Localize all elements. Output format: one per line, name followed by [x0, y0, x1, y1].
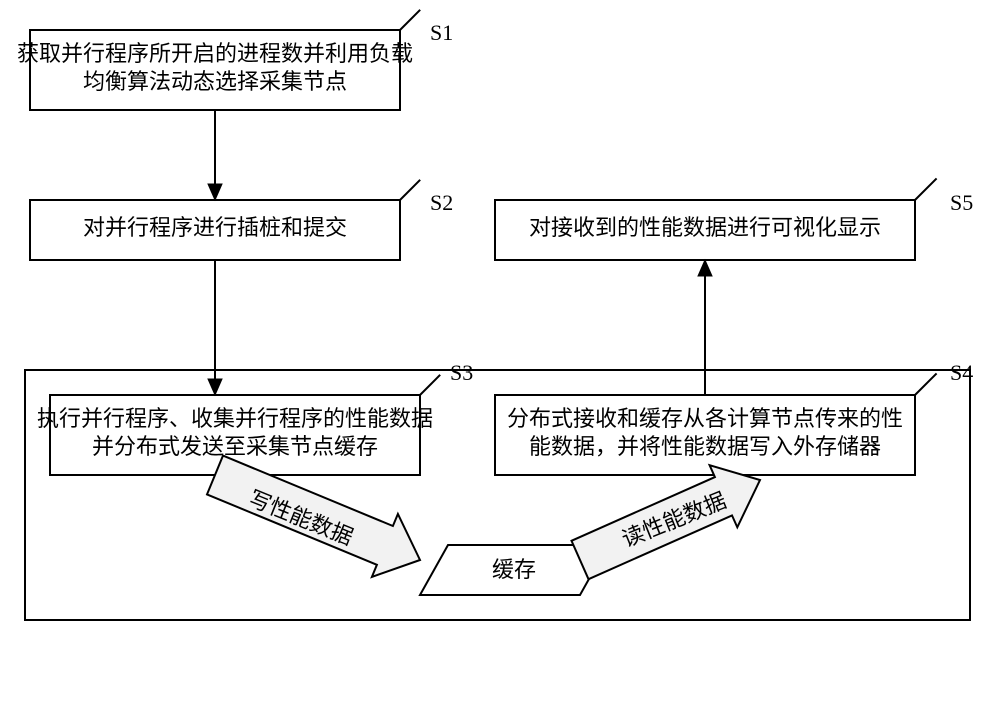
svg-text:S4: S4 — [950, 360, 973, 385]
svg-text:执行并行程序、收集并行程序的性能数据: 执行并行程序、收集并行程序的性能数据 — [37, 406, 433, 431]
svg-text:获取并行程序所开启的进程数并利用负载: 获取并行程序所开启的进程数并利用负载 — [17, 41, 413, 66]
svg-text:能数据，并将性能数据写入外存储器: 能数据，并将性能数据写入外存储器 — [529, 434, 881, 459]
svg-text:S1: S1 — [430, 20, 453, 45]
svg-text:并分布式发送至采集节点缓存: 并分布式发送至采集节点缓存 — [92, 434, 378, 459]
svg-text:对并行程序进行插桩和提交: 对并行程序进行插桩和提交 — [83, 215, 347, 240]
svg-text:S3: S3 — [450, 360, 473, 385]
svg-text:S2: S2 — [430, 190, 453, 215]
svg-text:均衡算法动态选择采集节点: 均衡算法动态选择采集节点 — [83, 69, 347, 94]
svg-text:对接收到的性能数据进行可视化显示: 对接收到的性能数据进行可视化显示 — [529, 215, 881, 240]
svg-text:分布式接收和缓存从各计算节点传来的性: 分布式接收和缓存从各计算节点传来的性 — [507, 406, 903, 431]
svg-text:缓存: 缓存 — [492, 557, 536, 582]
svg-text:S5: S5 — [950, 190, 973, 215]
